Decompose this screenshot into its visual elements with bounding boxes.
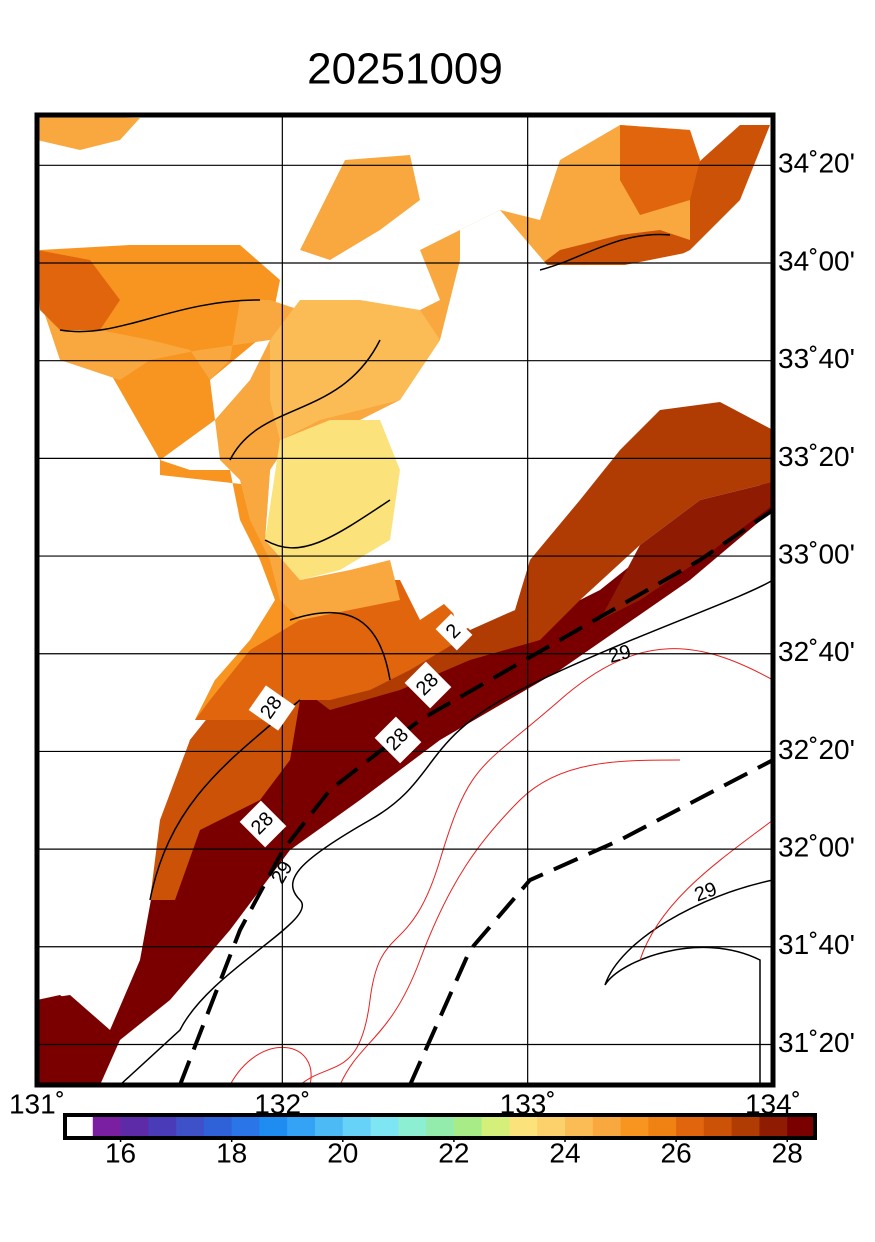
map-frame [34, 112, 776, 1088]
sst-area [270, 300, 440, 440]
graticule: 131˚ 132˚ 133˚ 134˚31˚20'31˚40'32˚00'32˚20'… [9, 115, 855, 1119]
colorbar-label: 16 [105, 1137, 136, 1168]
contour [229, 648, 773, 1085]
colorbar-swatch [148, 1115, 177, 1138]
sst-area [37, 115, 140, 150]
contour-label-box [374, 716, 422, 764]
lat-label: 31˚20' [778, 1027, 855, 1058]
sst-area [37, 250, 120, 330]
contour-label-box [248, 685, 296, 731]
contour-label-box [435, 613, 473, 651]
colorbar-swatch [92, 1115, 122, 1138]
lat-label: 34˚00' [778, 245, 855, 276]
sst-area [37, 995, 100, 1070]
colorbar-swatch [315, 1115, 344, 1138]
contour-label-box [239, 800, 287, 848]
colorbar-swatch [231, 1115, 260, 1138]
contour [59, 233, 671, 901]
colorbar-swatch [481, 1115, 510, 1138]
sst-area [540, 125, 770, 265]
land [420, 210, 700, 630]
colorbar-label: 20 [327, 1137, 358, 1168]
contour-label: 29 [692, 878, 720, 906]
lat-label: 34˚20' [778, 148, 855, 179]
colorbar-swatch [176, 1115, 205, 1138]
colorbar-swatch [287, 1115, 316, 1138]
colorbar-swatch [342, 1115, 372, 1138]
sst-area [300, 155, 420, 260]
contour-label: 29 [606, 641, 633, 668]
colorbar-swatch [398, 1115, 427, 1138]
colorbar-label: 26 [661, 1137, 692, 1168]
colorbar: 16 18 20 22 24 26 28 [63, 1113, 817, 1168]
colorbar-swatch [370, 1115, 399, 1138]
colorbar-label: 22 [438, 1137, 469, 1168]
lat-label: 32˚20' [778, 734, 855, 765]
sst-area [600, 482, 773, 620]
lat-label: 33˚20' [778, 441, 855, 472]
colorbar-swatch [65, 1115, 94, 1138]
lat-label: 32˚00' [778, 831, 855, 862]
sst-area [37, 480, 773, 1085]
current-axis [408, 758, 773, 1085]
colorbar-label: 24 [549, 1137, 580, 1168]
sst-area [265, 420, 400, 580]
colorbar-swatch [453, 1115, 483, 1138]
current-axis [178, 508, 773, 1085]
lat-label: 32˚40' [778, 636, 855, 667]
colorbar-label: 28 [772, 1137, 803, 1168]
colorbar-label: 18 [216, 1137, 247, 1168]
contour [604, 879, 773, 1085]
contour-label-box [404, 661, 452, 709]
sst-field [37, 115, 773, 1085]
colorbar-swatch [787, 1115, 816, 1138]
colorbar-swatch [565, 1115, 594, 1138]
colorbar-swatch [537, 1115, 566, 1138]
lon-label: 131˚ [9, 1088, 65, 1119]
colorbar-swatch [203, 1115, 233, 1138]
colorbar-swatch [509, 1115, 538, 1138]
colorbar-swatch [426, 1115, 455, 1138]
colorbar-swatch [648, 1115, 677, 1138]
colorbar-frame [63, 1113, 817, 1140]
colorbar-swatch [120, 1115, 149, 1138]
colorbar-swatch [620, 1115, 649, 1138]
colorbar-swatch [676, 1115, 705, 1138]
contour [119, 579, 773, 1085]
lat-label: 31˚40' [778, 929, 855, 960]
title: 20251009 [307, 45, 503, 94]
colorbar-swatch [703, 1115, 733, 1138]
sst-area [195, 580, 460, 720]
colorbar-swatch [731, 1115, 760, 1138]
colorbar-swatch [759, 1115, 788, 1138]
colorbar-swatch [259, 1115, 288, 1138]
lat-label: 33˚00' [778, 538, 855, 569]
sst-area [620, 125, 700, 215]
lat-label: 33˚40' [778, 343, 855, 374]
colorbar-swatch [592, 1115, 622, 1138]
